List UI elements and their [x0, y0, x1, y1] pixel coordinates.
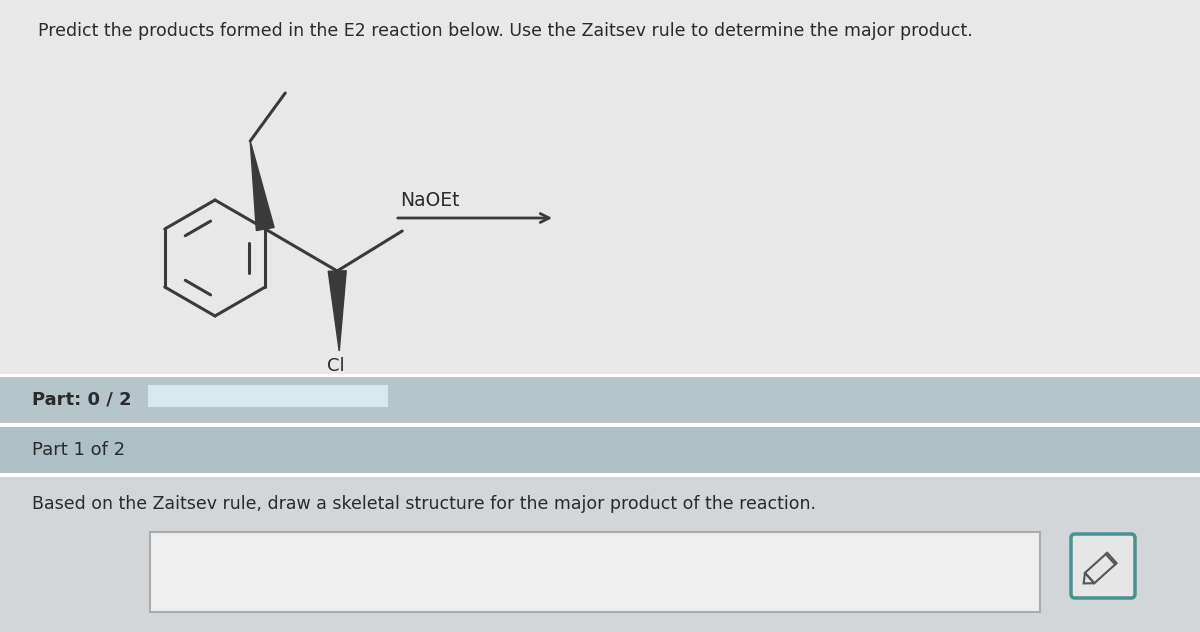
Bar — [0, 0, 1200, 375]
Bar — [148, 385, 388, 407]
Bar — [0, 374, 1200, 377]
Bar — [0, 473, 1200, 477]
Bar — [150, 532, 1040, 612]
FancyBboxPatch shape — [1072, 534, 1135, 598]
Polygon shape — [251, 141, 274, 231]
Polygon shape — [329, 270, 347, 351]
Bar — [0, 477, 1200, 632]
Bar — [0, 427, 1200, 473]
Text: Part 1 of 2: Part 1 of 2 — [32, 441, 125, 459]
Text: Cl: Cl — [328, 357, 344, 375]
Text: Based on the Zaitsev rule, draw a skeletal structure for the major product of th: Based on the Zaitsev rule, draw a skelet… — [32, 495, 816, 513]
Bar — [0, 423, 1200, 427]
Text: Part: 0 / 2: Part: 0 / 2 — [32, 391, 132, 409]
Bar — [0, 377, 1200, 423]
Text: NaOEt: NaOEt — [400, 191, 460, 210]
Text: Predict the products formed in the E2 reaction below. Use the Zaitsev rule to de: Predict the products formed in the E2 re… — [38, 22, 973, 40]
